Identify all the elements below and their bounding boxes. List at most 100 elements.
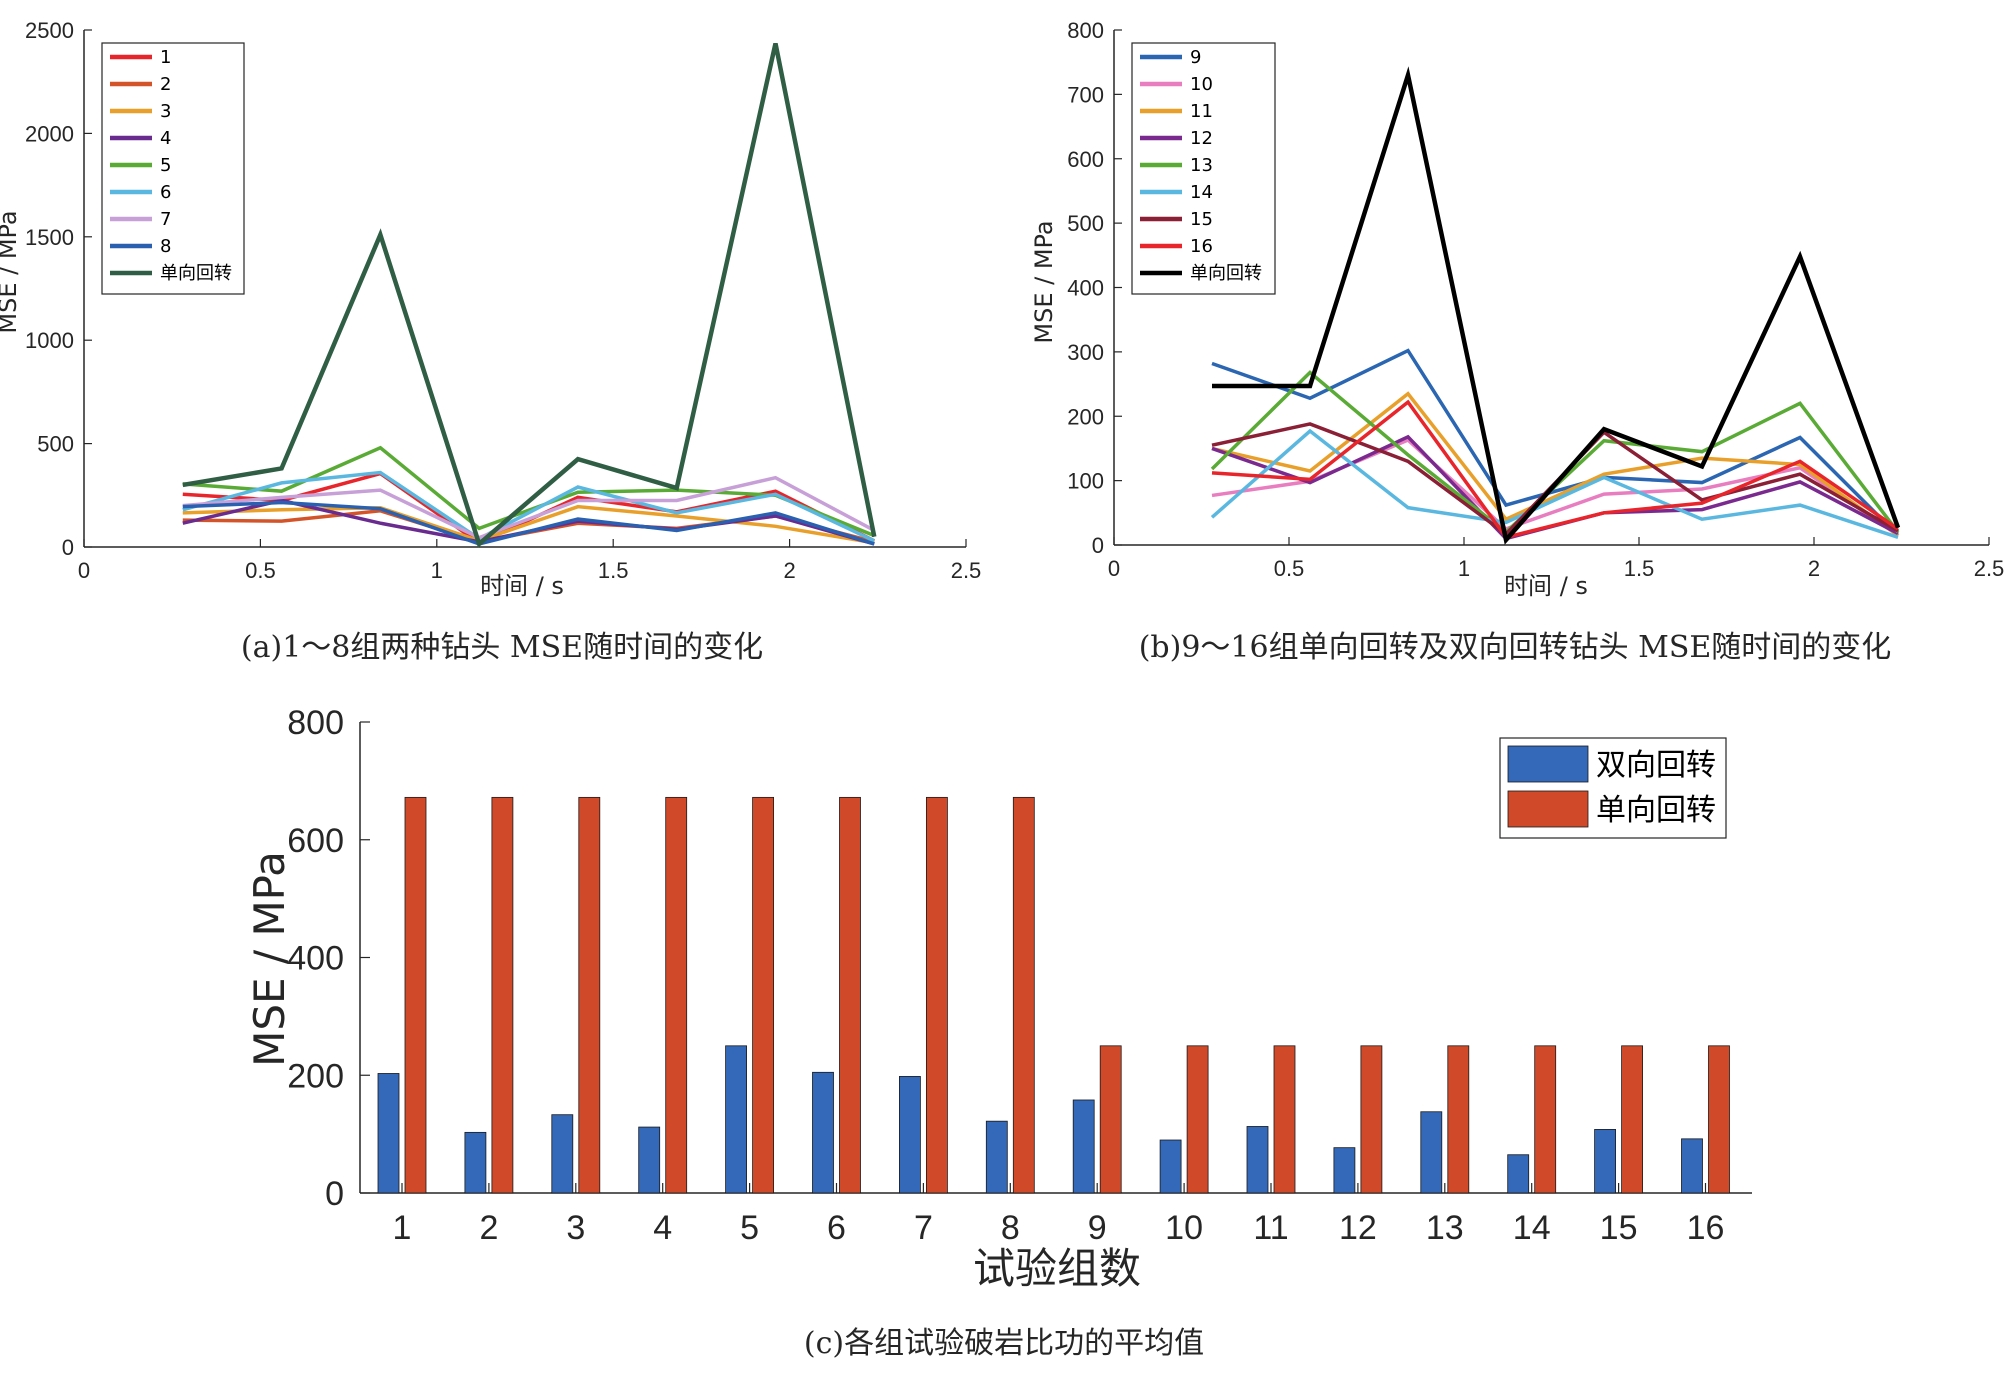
x-tick-label: 0.5: [245, 558, 276, 583]
bar-bidirectional-6: [812, 1071, 834, 1194]
legend-label: 9: [1190, 47, 1201, 68]
bar-unidirectional-14: [1534, 1045, 1557, 1194]
x-tick-label: 1: [393, 1209, 412, 1247]
bar-unidirectional-15: [1621, 1045, 1643, 1194]
y-tick-label: 200: [1067, 404, 1104, 429]
y-tick-label: 2500: [25, 18, 74, 43]
chart-a-lines: [182, 42, 877, 548]
chart-b-legend: 9 10 11 12 13 14 15 16 单向回转: [1131, 42, 1276, 295]
x-tick-label: 3: [566, 1209, 585, 1247]
bar-unidirectional-7: [926, 796, 948, 1194]
chart-b-caption: (b)9～16组单向回转及双向回转钻头 MSE随时间的变化: [1139, 630, 1892, 665]
x-tick-label: 12: [1339, 1209, 1377, 1247]
y-tick-label: 0: [325, 1175, 344, 1213]
chart-b-lines: [1210, 66, 1901, 545]
chart-c-xlabel: 试验组数: [973, 1244, 1141, 1293]
bar-unidirectional-10: [1186, 1045, 1209, 1194]
chart-a-legend: 1 2 3 4 5 6 7 8 单向回转: [101, 42, 245, 295]
bar-bidirectional-7: [899, 1076, 921, 1194]
legend-label: 8: [160, 236, 171, 257]
x-tick-label: 11: [1253, 1209, 1288, 1247]
bar-unidirectional-12: [1360, 1045, 1383, 1194]
bar-bidirectional-12: [1333, 1147, 1356, 1194]
bar-bidirectional-11: [1246, 1126, 1269, 1194]
y-tick-label: 500: [1067, 211, 1104, 236]
bar-bidirectional-15: [1594, 1129, 1616, 1194]
x-tick-label: 8: [1001, 1209, 1020, 1247]
series-line-9: [1211, 348, 1900, 537]
legend-label: 6: [160, 182, 171, 203]
chart-b-xlabel: 时间 / s: [1504, 572, 1588, 600]
bar-unidirectional-9: [1099, 1045, 1122, 1194]
x-tick-label: 0: [78, 558, 90, 583]
chart-a-caption: (a)1～8组两种钻头 MSE随时间的变化: [241, 630, 763, 665]
y-tick-label: 500: [37, 432, 74, 457]
series-line-11: [1211, 391, 1900, 537]
y-tick-label: 200: [287, 1057, 344, 1095]
series-line-8: [182, 500, 875, 546]
bar-bidirectional-5: [725, 1045, 747, 1194]
x-tick-label: 14: [1513, 1209, 1551, 1247]
chart-b-axes: 0 0.5 1 1.5 2 2.5 0 100 200 300 400 500 600 700 800: [1067, 18, 2004, 581]
bar-bidirectional-13: [1420, 1111, 1443, 1194]
bar-bidirectional-3: [551, 1114, 574, 1194]
bar-bidirectional-14: [1507, 1154, 1530, 1194]
bar-unidirectional-6: [839, 796, 861, 1194]
chart-a-ylabel: MSE / MPa: [0, 210, 22, 333]
series-line-5: [182, 445, 875, 538]
x-tick-label: 2.5: [951, 558, 982, 583]
bar-bidirectional-1: [377, 1073, 400, 1194]
x-tick-label: 1: [431, 558, 443, 583]
y-tick-label: 800: [287, 704, 344, 742]
bar-unidirectional-2: [491, 796, 514, 1194]
legend-swatch: [1507, 745, 1589, 783]
series-line-3: [182, 504, 875, 545]
x-tick-label: 0: [1108, 556, 1120, 581]
bar-unidirectional-3: [578, 796, 601, 1194]
bar-bidirectional-10: [1159, 1139, 1182, 1194]
legend-label: 双向回转: [1596, 748, 1716, 783]
legend-label: 5: [160, 155, 171, 176]
bar-bidirectional-4: [638, 1126, 661, 1194]
legend-label: 12: [1190, 128, 1213, 149]
x-tick-label: 1: [1458, 556, 1470, 581]
legend-label: 2: [160, 74, 171, 95]
legend-label: 10: [1190, 74, 1213, 95]
chart-a-xlabel: 时间 / s: [480, 572, 564, 600]
bar-unidirectional-1: [404, 796, 427, 1194]
y-tick-label: 400: [287, 940, 344, 978]
series-line-6: [182, 470, 876, 543]
x-tick-label: 2: [1808, 556, 1820, 581]
y-tick-label: 1500: [25, 225, 74, 250]
legend-swatch: [1507, 790, 1589, 828]
y-tick-label: 600: [287, 822, 344, 860]
legend-label: 单向回转: [1596, 793, 1716, 828]
bar-unidirectional-8: [1012, 796, 1035, 1194]
legend-label: 3: [160, 101, 171, 122]
bar-unidirectional-16: [1708, 1045, 1730, 1194]
legend-label: 16: [1190, 236, 1213, 257]
x-tick-label: 5: [740, 1209, 759, 1247]
chart-b: 0 0.5 1 1.5 2 2.5 0 100 200 300 400 500 600 700 800 9 1…: [1030, 18, 2004, 665]
series-line-7: [182, 475, 876, 540]
y-tick-label: 100: [1067, 469, 1104, 494]
legend-box: [101, 42, 245, 295]
y-tick-label: 300: [1067, 340, 1104, 365]
chart-c-caption: (c)各组试验破岩比功的平均值: [804, 1326, 1204, 1361]
x-tick-label: 13: [1426, 1209, 1464, 1247]
bar-unidirectional-13: [1447, 1045, 1470, 1194]
y-tick-label: 600: [1067, 147, 1104, 172]
legend-label: 7: [160, 209, 171, 230]
series-line-16: [1211, 399, 1899, 540]
y-tick-label: 1000: [25, 328, 74, 353]
x-tick-label: 4: [653, 1209, 672, 1247]
series-line-单向回转: [1212, 66, 1901, 545]
y-tick-label: 400: [1067, 276, 1104, 301]
chart-c-bars: [377, 796, 1730, 1194]
bar-bidirectional-2: [464, 1131, 487, 1194]
series-line-14: [1210, 428, 1899, 539]
bar-bidirectional-16: [1681, 1138, 1703, 1194]
x-tick-label: 2: [479, 1209, 498, 1247]
